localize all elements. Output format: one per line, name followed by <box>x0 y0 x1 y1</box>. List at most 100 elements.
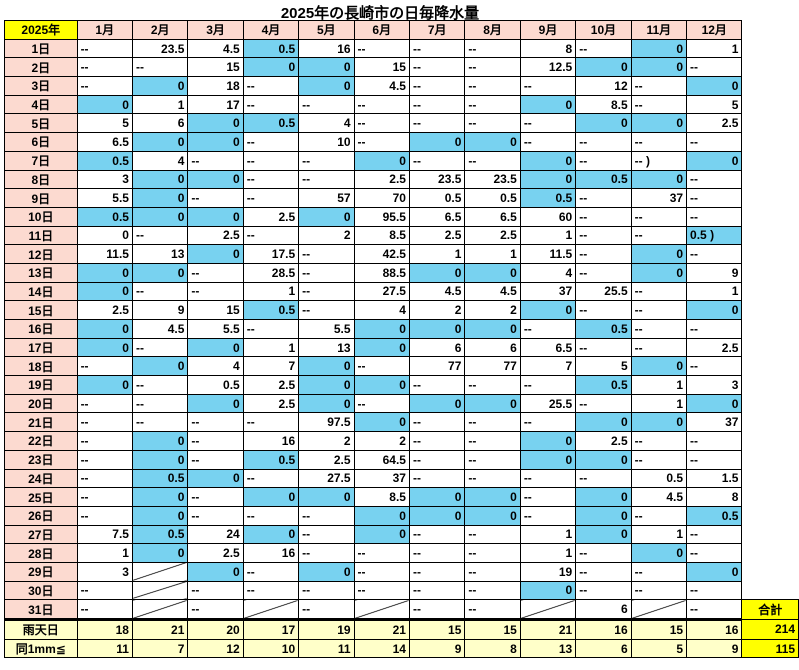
cell-4日-5月[interactable]: -- <box>298 94 355 115</box>
cell-11日-11月[interactable]: -- <box>630 225 688 246</box>
cell-16日-3月[interactable]: 5.5 <box>187 319 244 339</box>
cell-3日-10月[interactable]: 12 <box>575 76 632 96</box>
cell-24日-12月[interactable]: 1.5 <box>686 468 743 489</box>
cell-7日-1月[interactable]: 0.5 <box>76 150 133 171</box>
cell-2日-2月[interactable]: -- <box>131 57 189 78</box>
cell-21日-11月[interactable]: 0 <box>630 412 688 433</box>
footer-label-同1mm≦[interactable]: 同1mm≦ <box>4 638 78 659</box>
cell-19日-2月[interactable]: -- <box>131 375 189 395</box>
cell-11日-3月[interactable]: 2.5 <box>187 225 244 246</box>
cell-27日-11月[interactable]: 1 <box>630 524 688 545</box>
cell-8日-11月[interactable]: 0 <box>630 169 688 190</box>
footer-cell-同1mm≦-6月[interactable]: 14 <box>353 638 410 659</box>
cell-24日-2月[interactable]: 0.5 <box>131 468 189 489</box>
cell-14日-7月[interactable]: 4.5 <box>408 281 466 302</box>
cell-29日-8月[interactable]: -- <box>464 561 521 582</box>
cell-20日-10月[interactable]: -- <box>575 393 632 414</box>
cell-21日-2月[interactable]: -- <box>131 412 189 433</box>
cell-3日-8月[interactable]: -- <box>464 76 521 96</box>
cell-8日-8月[interactable]: 23.5 <box>464 169 521 190</box>
cell-2日-10月[interactable]: 0 <box>575 57 632 78</box>
cell-27日-10月[interactable]: 0 <box>575 524 632 545</box>
cell-2日-7月[interactable]: -- <box>408 57 466 78</box>
cell-13日-4月[interactable]: 28.5 <box>242 262 300 283</box>
cell-2日-8月[interactable]: -- <box>464 57 521 78</box>
cell-1日-3月[interactable]: 4.5 <box>187 38 244 59</box>
cell-29日-9月[interactable]: 19 <box>519 561 577 582</box>
cell-12日-1月[interactable]: 11.5 <box>76 244 133 264</box>
cell-29日-5月[interactable]: 0 <box>298 561 355 582</box>
cell-16日-7月[interactable]: 0 <box>408 319 466 339</box>
day-label-14日[interactable]: 14日 <box>4 281 78 302</box>
footer-label-雨天日[interactable]: 雨天日 <box>4 618 78 640</box>
cell-3日-3月[interactable]: 18 <box>187 76 244 96</box>
cell-11日-9月[interactable]: 1 <box>519 225 577 246</box>
cell-18日-7月[interactable]: 77 <box>408 356 466 377</box>
cell-27日-2月[interactable]: 0.5 <box>131 524 189 545</box>
day-label-18日[interactable]: 18日 <box>4 356 78 377</box>
cell-7日-2月[interactable]: 4 <box>131 150 189 171</box>
cell-11日-12月[interactable]: 0.5 ) <box>686 225 743 246</box>
cell-31日-4月[interactable] <box>242 599 300 620</box>
cell-21日-12月[interactable]: 37 <box>686 412 743 433</box>
cell-26日-3月[interactable]: -- <box>187 505 244 526</box>
cell-30日-10月[interactable]: -- <box>575 580 632 601</box>
cell-26日-8月[interactable]: 0 <box>464 505 521 526</box>
cell-23日-11月[interactable]: -- <box>630 449 688 470</box>
cell-18日-5月[interactable]: 0 <box>298 356 355 377</box>
footer-cell-雨天日-1月[interactable]: 18 <box>76 618 133 640</box>
cell-20日-8月[interactable]: 0 <box>464 393 521 414</box>
cell-12日-3月[interactable]: 0 <box>187 244 244 264</box>
day-label-19日[interactable]: 19日 <box>4 375 78 395</box>
day-label-12日[interactable]: 12日 <box>4 244 78 264</box>
cell-29日-7月[interactable]: -- <box>408 561 466 582</box>
cell-14日-10月[interactable]: 25.5 <box>575 281 632 302</box>
cell-13日-3月[interactable]: -- <box>187 262 244 283</box>
cell-24日-7月[interactable]: -- <box>408 468 466 489</box>
cell-26日-12月[interactable]: 0.5 <box>686 505 743 526</box>
cell-26日-11月[interactable]: -- <box>630 505 688 526</box>
year-header-cell[interactable]: 2025年 <box>4 20 78 40</box>
cell-19日-9月[interactable]: -- <box>519 375 577 395</box>
cell-31日-7月[interactable]: -- <box>408 599 466 620</box>
footer-cell-同1mm≦-11月[interactable]: 5 <box>630 638 688 659</box>
month-header-11月[interactable]: 11月 <box>630 20 688 40</box>
cell-28日-9月[interactable]: 1 <box>519 543 577 563</box>
cell-3日-5月[interactable]: 0 <box>298 76 355 96</box>
cell-9日-3月[interactable]: -- <box>187 188 244 208</box>
cell-15日-2月[interactable]: 9 <box>131 300 189 320</box>
cell-2日-9月[interactable]: 12.5 <box>519 57 577 78</box>
cell-5日-4月[interactable]: 0.5 <box>242 113 300 134</box>
day-label-3日[interactable]: 3日 <box>4 76 78 96</box>
cell-10日-12月[interactable]: -- <box>686 206 743 227</box>
cell-19日-7月[interactable]: -- <box>408 375 466 395</box>
cell-18日-9月[interactable]: 7 <box>519 356 577 377</box>
cell-29日-6月[interactable]: -- <box>353 561 410 582</box>
cell-7日-5月[interactable]: -- <box>298 150 355 171</box>
footer-cell-雨天日-6月[interactable]: 21 <box>353 618 410 640</box>
cell-25日-4月[interactable]: 0 <box>242 487 300 507</box>
cell-6日-4月[interactable]: -- <box>242 132 300 152</box>
cell-26日-6月[interactable]: 0 <box>353 505 410 526</box>
month-header-5月[interactable]: 5月 <box>298 20 355 40</box>
cell-17日-4月[interactable]: 1 <box>242 337 300 358</box>
cell-27日-12月[interactable]: -- <box>686 524 743 545</box>
cell-14日-5月[interactable]: -- <box>298 281 355 302</box>
cell-28日-4月[interactable]: 16 <box>242 543 300 563</box>
cell-24日-9月[interactable]: -- <box>519 468 577 489</box>
cell-1日-4月[interactable]: 0.5 <box>242 38 300 59</box>
cell-12日-5月[interactable]: -- <box>298 244 355 264</box>
day-label-6日[interactable]: 6日 <box>4 132 78 152</box>
footer-cell-同1mm≦-2月[interactable]: 7 <box>131 638 189 659</box>
cell-31日-3月[interactable]: -- <box>187 599 244 620</box>
cell-21日-1月[interactable]: -- <box>76 412 133 433</box>
cell-17日-3月[interactable]: 0 <box>187 337 244 358</box>
cell-31日-8月[interactable]: -- <box>464 599 521 620</box>
cell-27日-8月[interactable]: -- <box>464 524 521 545</box>
footer-cell-雨天日-4月[interactable]: 17 <box>242 618 300 640</box>
cell-22日-2月[interactable]: 0 <box>131 431 189 451</box>
cell-19日-1月[interactable]: 0 <box>76 375 133 395</box>
cell-7日-4月[interactable]: -- <box>242 150 300 171</box>
cell-24日-11月[interactable]: 0.5 <box>630 468 688 489</box>
cell-6日-9月[interactable]: -- <box>519 132 577 152</box>
